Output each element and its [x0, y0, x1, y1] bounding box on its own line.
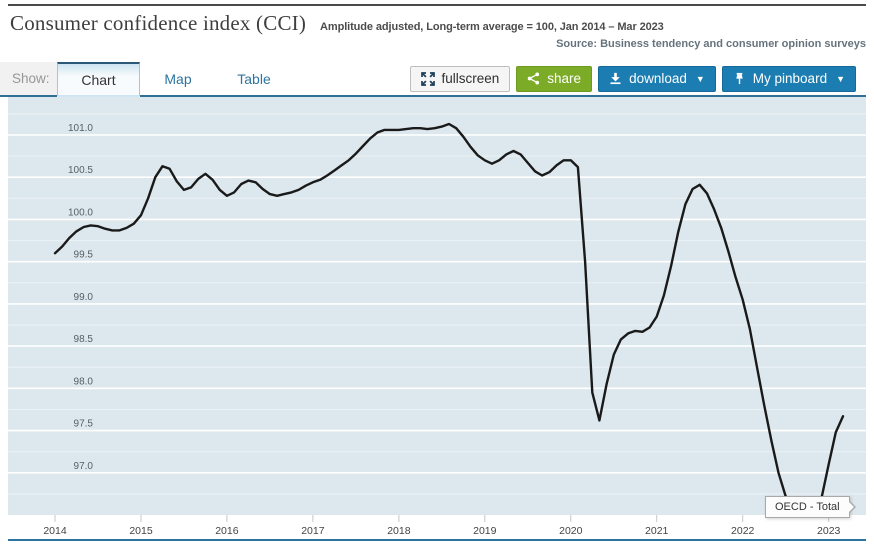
share-icon — [527, 72, 540, 85]
download-label: download — [629, 71, 687, 86]
my-pinboard-button[interactable]: My pinboard ▼ — [721, 65, 856, 92]
svg-text:2019: 2019 — [473, 525, 497, 537]
svg-text:2016: 2016 — [215, 525, 239, 537]
download-button[interactable]: download ▼ — [598, 65, 716, 92]
download-caret-icon: ▼ — [695, 73, 705, 84]
svg-text:2014: 2014 — [43, 525, 67, 537]
page-subtitle: Amplitude adjusted, Long-term average = … — [320, 21, 664, 33]
svg-text:2017: 2017 — [301, 525, 325, 537]
series-label-tooltip: OECD - Total — [765, 496, 856, 518]
top-divider — [8, 4, 866, 6]
bottom-divider — [8, 539, 866, 541]
svg-text:100.0: 100.0 — [68, 207, 93, 218]
svg-text:100.5: 100.5 — [68, 165, 93, 176]
svg-text:2015: 2015 — [129, 525, 153, 537]
svg-text:98.0: 98.0 — [74, 376, 94, 387]
download-icon — [609, 72, 622, 85]
svg-text:97.5: 97.5 — [74, 419, 94, 430]
fullscreen-button[interactable]: fullscreen — [409, 65, 511, 92]
chart-canvas: 97.0 97.5 98.0 98.5 99.0 99.5 100.0 100.5 101.0 2… — [8, 97, 866, 537]
toolbar-buttons: fullscreen share — [292, 62, 866, 97]
svg-text:2023: 2023 — [817, 525, 841, 537]
svg-text:98.5: 98.5 — [74, 334, 94, 345]
fullscreen-label: fullscreen — [441, 71, 500, 86]
pinboard-caret-icon: ▼ — [836, 73, 845, 84]
svg-text:99.5: 99.5 — [74, 250, 94, 261]
svg-text:97.0: 97.0 — [74, 461, 94, 472]
header: Consumer confidence index (CCI) Amplitud… — [10, 11, 664, 36]
tab-table[interactable]: Table — [216, 62, 292, 97]
tab-chart[interactable]: Chart — [57, 62, 140, 97]
share-button[interactable]: share — [516, 65, 593, 92]
tab-map[interactable]: Map — [140, 62, 216, 97]
cci-line-chart: 97.0 97.5 98.0 98.5 99.0 99.5 100.0 100.5 101.0 2… — [8, 97, 866, 537]
share-label: share — [547, 71, 582, 86]
toolbar: Show: Chart Map Table fullscreen — [0, 62, 866, 97]
svg-text:101.0: 101.0 — [68, 123, 93, 134]
svg-text:2022: 2022 — [731, 525, 755, 537]
source-text: Source: Business tendency and consumer o… — [556, 38, 866, 50]
svg-text:2021: 2021 — [645, 525, 669, 537]
pin-icon — [733, 72, 746, 85]
show-label: Show: — [0, 62, 57, 97]
svg-text:99.0: 99.0 — [74, 292, 94, 303]
svg-text:2018: 2018 — [387, 525, 411, 537]
svg-text:2020: 2020 — [559, 525, 583, 537]
fullscreen-icon — [420, 71, 435, 86]
pinboard-label: My pinboard — [752, 71, 828, 86]
page-title: Consumer confidence index (CCI) — [10, 11, 307, 35]
